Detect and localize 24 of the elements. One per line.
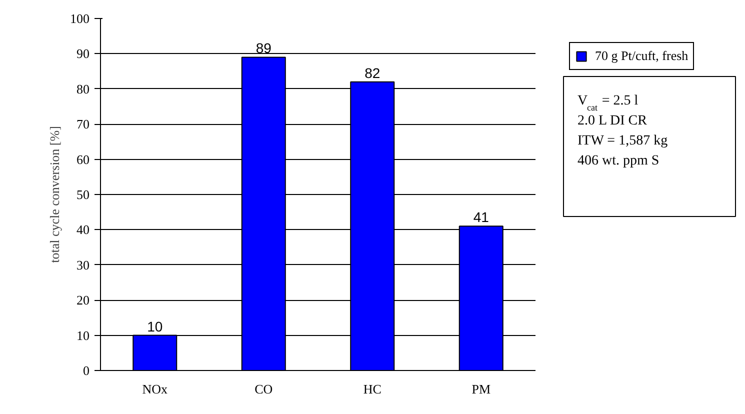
text: 406 wt. ppm S [578, 154, 660, 168]
y-tick-label: 30 [76, 257, 90, 272]
y-tick-label: 0 [83, 363, 90, 378]
x-tick-label: PM [472, 382, 491, 396]
x-tick-label: HC [363, 382, 382, 396]
data-label: 10 [147, 318, 163, 334]
y-tick-label: 70 [76, 116, 90, 132]
x-tick-label: NOx [142, 382, 168, 396]
x-tick-label: CO [254, 382, 273, 396]
legend-label: 70 g Pt/cuft, fresh [595, 48, 688, 64]
y-tick-label: 20 [76, 292, 90, 308]
data-label: 41 [473, 209, 490, 226]
data-label: 89 [256, 40, 272, 56]
y-tick-label: 100 [70, 11, 90, 26]
y-tick-label: 90 [76, 46, 90, 62]
data-label: 82 [364, 64, 380, 81]
text: ITW = 1,587 kg [578, 134, 668, 148]
text: 2.0 L DI CR [578, 114, 648, 128]
y-axis-title: total cycle conversion [%] [47, 126, 62, 263]
y-tick-label: 50 [76, 187, 90, 202]
y-tick-label: 80 [76, 81, 90, 96]
y-tick-label: 40 [76, 222, 90, 238]
y-tick-label: 10 [76, 328, 90, 343]
y-tick-label: 60 [76, 152, 90, 167]
